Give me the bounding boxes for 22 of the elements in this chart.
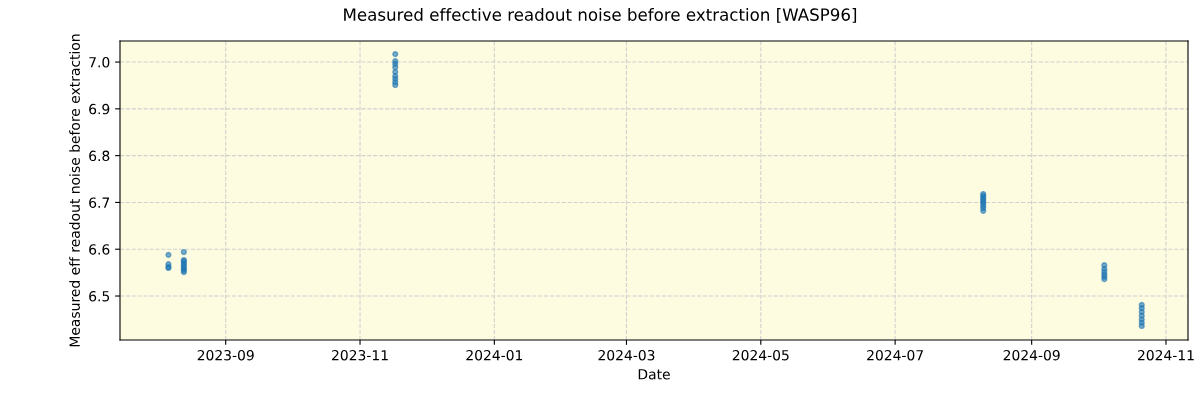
x-tick-label: 2024-01 [466, 349, 523, 361]
x-tick-label: 2024-05 [732, 349, 789, 361]
x-tick-label: 2024-03 [598, 349, 655, 361]
y-tick-label: 6.9 [89, 103, 110, 115]
point [392, 51, 399, 58]
x-axis-title: Date [638, 369, 670, 380]
x-tick-label: 2023-09 [197, 349, 254, 361]
y-axis-title: Measured eff readout noise before extraction [69, 34, 80, 347]
point [1138, 322, 1145, 330]
y-tick-label: 7.0 [89, 57, 110, 68]
point [180, 248, 187, 256]
x-tick-label: 2024-11 [1137, 349, 1194, 361]
y-tick-label: 6.8 [89, 150, 110, 162]
point [165, 251, 172, 258]
y-tick-label: 6.6 [89, 244, 110, 255]
chart-title: Measured effective readout noise before extraction [WASP96] [344, 8, 857, 23]
y-tick-label: 6.5 [89, 290, 110, 302]
x-tick-label: 2024-09 [1003, 349, 1060, 361]
point [392, 64, 399, 71]
y-tick-label: 6.7 [89, 197, 110, 208]
x-tick-label: 2024-07 [867, 349, 923, 361]
x-tick-label: 2023-11 [332, 349, 388, 361]
